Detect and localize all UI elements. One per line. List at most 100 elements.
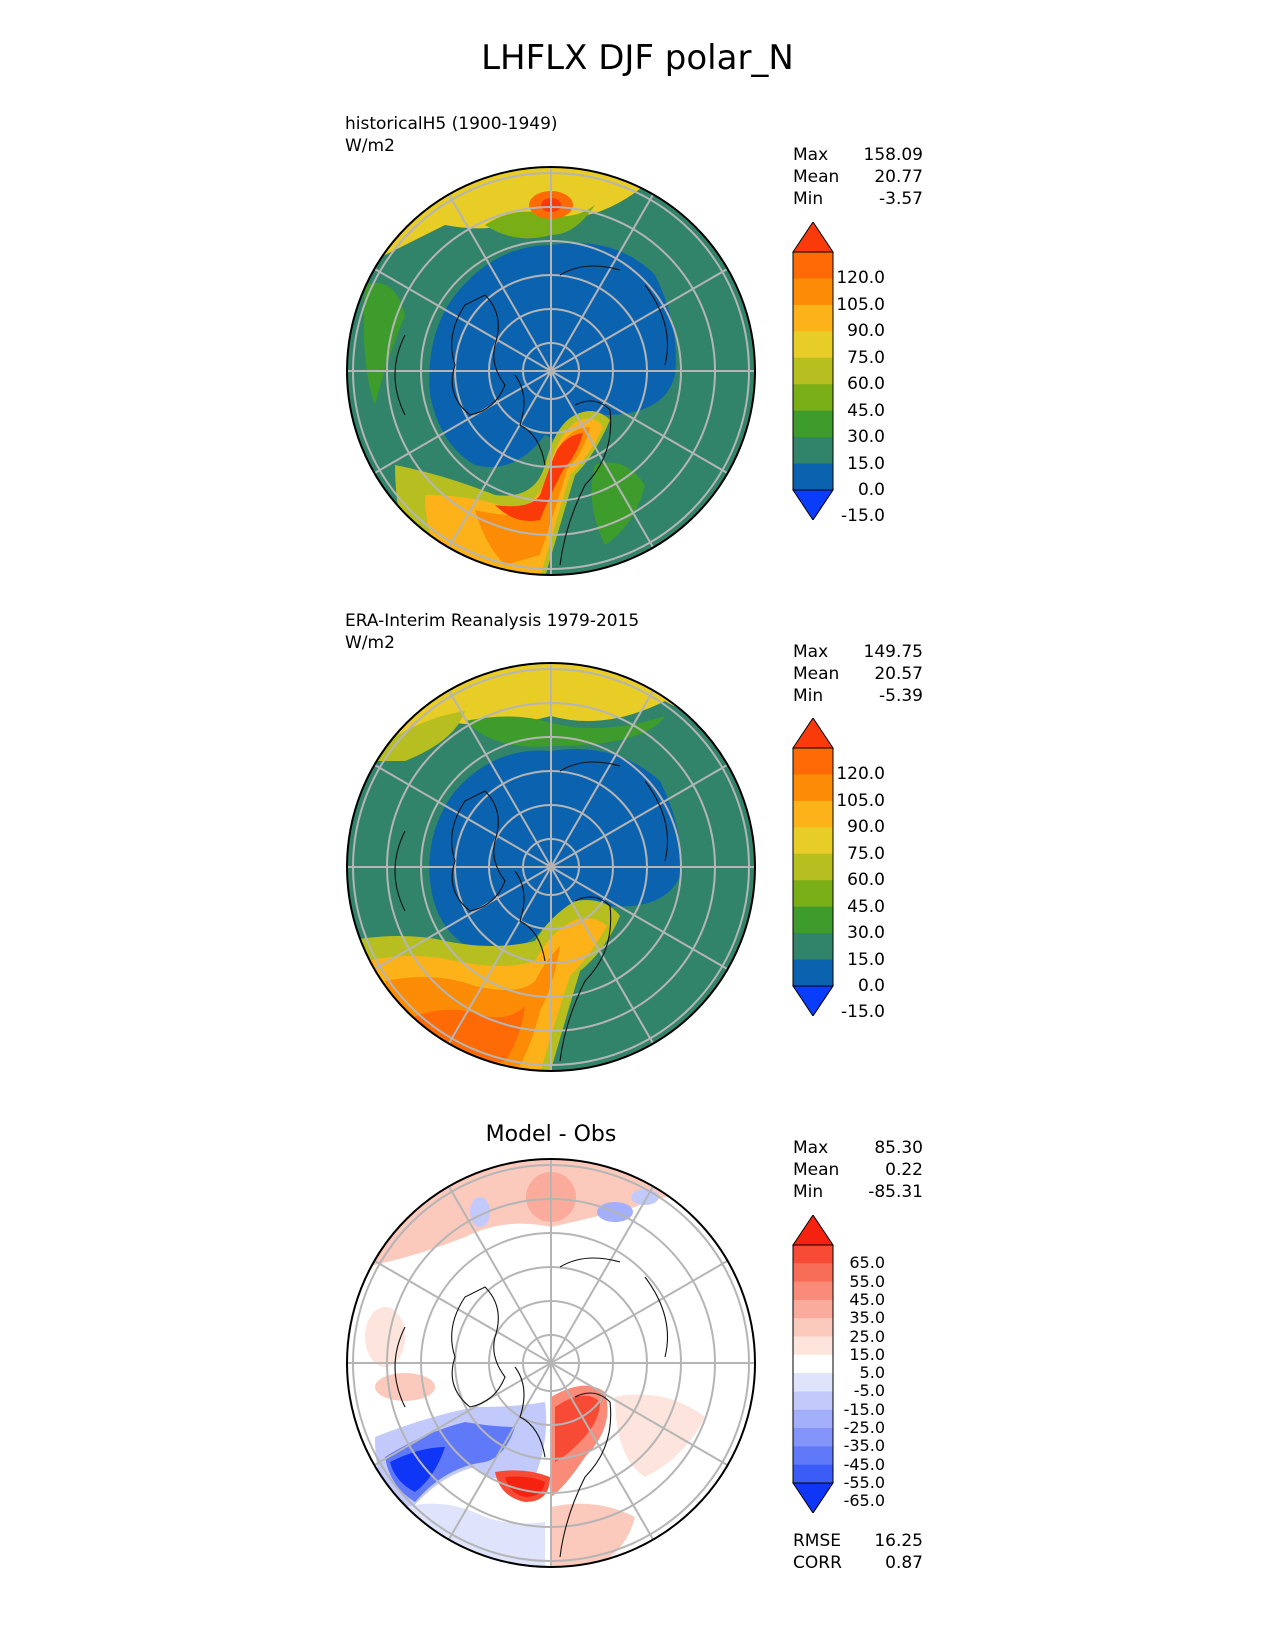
colorbar-segment (793, 959, 833, 987)
colorbar-segment (793, 357, 833, 385)
colorbar-segment (793, 1464, 833, 1484)
stat-min: Min -5.39 (793, 686, 923, 706)
colorbar-tick-label: 15.0 (847, 949, 885, 970)
stat-max: Max 158.09 (793, 145, 923, 165)
colorbar-segment (793, 880, 833, 908)
panel-3-colorbar (792, 1215, 834, 1513)
panel-1-units: W/m2 (345, 136, 395, 156)
colorbar-tick-label: -15.0 (841, 1002, 885, 1023)
colorbar-tick-label: -15.0 (843, 1399, 885, 1419)
colorbar-tick-label: -25.0 (843, 1418, 885, 1438)
colorbar-tick-label: 25.0 (849, 1326, 885, 1346)
colorbar-tick-label: 105.0 (836, 790, 885, 811)
colorbar-tick-label: -45.0 (843, 1454, 885, 1474)
colorbar-tick-label: -5.0 (853, 1381, 885, 1401)
panel-3-difference-map (346, 1158, 756, 1568)
colorbar-tick-label: -15.0 (841, 506, 885, 527)
colorbar-frame (792, 1244, 834, 1484)
colorbar-segment (793, 1281, 833, 1301)
colorbar-tick-label: 0.0 (857, 976, 885, 996)
colorbar-segment (793, 463, 833, 491)
colorbar-tick-label: 45.0 (847, 400, 885, 421)
page-title: LHFLX DJF polar_N (481, 38, 794, 78)
colorbar-tick-label: -55.0 (843, 1473, 885, 1492)
panel-1-title-block: historicalH5 (1900-1949) W/m2 (345, 113, 558, 157)
colorbar-segment (793, 748, 833, 775)
graticule (347, 167, 755, 575)
panel-1-colorbar (792, 222, 834, 520)
colorbar-tick-label: 120.0 (836, 268, 885, 289)
colorbar-segment (793, 1245, 833, 1264)
stat-mean: Mean 20.57 (793, 664, 923, 684)
panel-1-title: historicalH5 (1900-1949) (345, 114, 558, 134)
panel-2-colorbar (792, 718, 834, 1016)
colorbar-segment (793, 933, 833, 961)
colorbar-tick-label: 5.0 (859, 1363, 885, 1383)
map-frame (346, 166, 756, 576)
colorbar-frame (792, 251, 834, 491)
colorbar-tick-label: -35.0 (843, 1436, 885, 1456)
panel-2-title-block: ERA-Interim Reanalysis 1979-2015 W/m2 (345, 610, 639, 654)
colorbar-tick-label: 90.0 (847, 817, 885, 838)
panel-1-polar-map (346, 166, 756, 576)
metric-corr: CORR 0.87 (793, 1553, 923, 1573)
colorbar-tick-label: 15.0 (849, 1344, 885, 1364)
colorbar-tick-label: 45.0 (847, 896, 885, 917)
colorbar-segment (793, 1318, 833, 1338)
colorbar-segment (793, 1373, 833, 1392)
colorbar-segment (793, 906, 833, 934)
colorbar-segment (793, 853, 833, 881)
colorbar-tick-label: 30.0 (847, 923, 885, 944)
colorbar-tick-label: 55.0 (849, 1271, 885, 1291)
colorbar-tick-label: 30.0 (847, 427, 885, 448)
colorbar-tick-label: 65.0 (849, 1253, 885, 1273)
colorbar-segment (793, 827, 833, 855)
stat-min: Min -85.31 (793, 1182, 923, 1202)
colorbar-tick-label: 75.0 (847, 347, 885, 368)
stat-mean: Mean 0.22 (793, 1160, 923, 1180)
colorbar-segment (793, 1336, 833, 1356)
panel-2-polar-map (346, 662, 756, 1072)
colorbar-segment (793, 331, 833, 359)
colorbar-segment (793, 304, 833, 332)
stat-min: Min -3.57 (793, 189, 923, 209)
colorbar-segment (793, 1391, 833, 1411)
colorbar-segment (793, 384, 833, 412)
colorbar-tick-label: 60.0 (847, 870, 885, 891)
colorbar-frame (792, 747, 834, 987)
colorbar-tick-label: 105.0 (836, 294, 885, 315)
colorbar-tick-label: -65.0 (843, 1491, 885, 1511)
colorbar-segment (793, 800, 833, 828)
panel-3-title: Model - Obs (485, 1122, 617, 1147)
colorbar-tick-label: 120.0 (836, 764, 885, 785)
coastlines (394, 265, 668, 566)
colorbar-tick-label: 75.0 (847, 843, 885, 864)
metric-rmse: RMSE 16.25 (793, 1531, 923, 1551)
colorbar-segment (793, 774, 833, 802)
colorbar-segment (793, 278, 833, 306)
colorbar-tick-label: 60.0 (847, 374, 885, 395)
colorbar-extend-max (792, 718, 834, 749)
panel-3-metrics: RMSE 16.25 CORR 0.87 (793, 1530, 923, 1574)
stat-max: Max 85.30 (793, 1138, 923, 1158)
colorbar-segment (793, 1409, 833, 1429)
colorbar-segment (793, 252, 833, 279)
stat-mean: Mean 20.77 (793, 167, 923, 187)
colorbar-tick-label: 35.0 (849, 1308, 885, 1328)
colorbar-tick-label: 15.0 (847, 453, 885, 474)
panel-2-stats: Max 149.75 Mean 20.57 Min -5.39 (793, 641, 923, 707)
colorbar-extend-max (792, 1215, 834, 1246)
panel-3-stats: Max 85.30 Mean 0.22 Min -85.31 (793, 1137, 923, 1203)
colorbar-extend-max (792, 222, 834, 253)
panel-1-stats: Max 158.09 Mean 20.77 Min -3.57 (793, 144, 923, 210)
colorbar-tick-label: 0.0 (857, 480, 885, 500)
colorbar-segment (793, 410, 833, 438)
stat-max: Max 149.75 (793, 642, 923, 662)
panel-2-units: W/m2 (345, 633, 395, 653)
colorbar-segment (793, 437, 833, 465)
colorbar-tick-label: 45.0 (849, 1289, 885, 1309)
colorbar-tick-label: 90.0 (847, 321, 885, 342)
panel-2-title: ERA-Interim Reanalysis 1979-2015 (345, 611, 640, 631)
colorbar-segment (793, 1263, 833, 1283)
colorbar-segment (793, 1428, 833, 1447)
